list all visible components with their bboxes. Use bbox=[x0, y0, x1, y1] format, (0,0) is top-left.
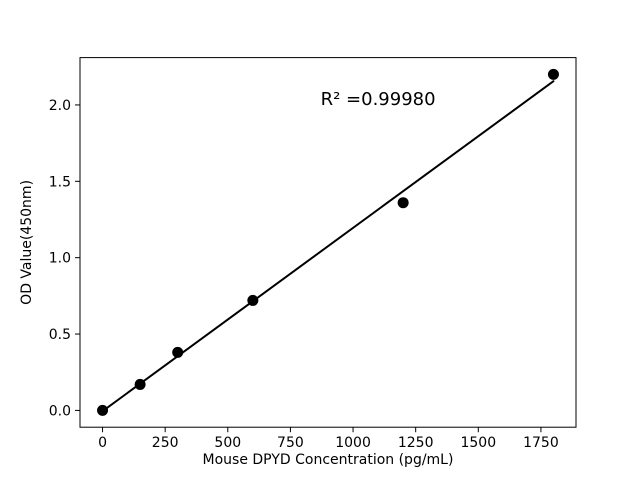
x-tick-label: 1000 bbox=[335, 435, 371, 451]
x-tick-label: 1500 bbox=[460, 435, 496, 451]
x-axis-label: Mouse DPYD Concentration (pg/mL) bbox=[203, 452, 454, 468]
y-tick-label: 0.0 bbox=[49, 403, 71, 419]
data-point bbox=[97, 404, 109, 416]
y-axis-label: OD Value(450nm) bbox=[19, 180, 35, 305]
data-point bbox=[397, 197, 409, 209]
data-point bbox=[134, 378, 146, 390]
x-tick-label: 0 bbox=[98, 435, 107, 451]
x-tick-label: 500 bbox=[214, 435, 241, 451]
y-tick-label: 1.0 bbox=[49, 251, 71, 267]
data-point bbox=[547, 68, 559, 80]
y-tick-label: 0.5 bbox=[49, 327, 71, 343]
r-squared-annotation: R² =0.99980 bbox=[321, 89, 436, 110]
x-tick-label: 1750 bbox=[523, 435, 559, 451]
axes-frame bbox=[79, 57, 577, 428]
y-tick-label: 2.0 bbox=[49, 98, 71, 114]
x-tick-label: 1250 bbox=[398, 435, 434, 451]
data-point bbox=[247, 294, 259, 306]
x-tick-label: 250 bbox=[152, 435, 179, 451]
y-tick-label: 1.5 bbox=[49, 174, 71, 190]
data-point bbox=[172, 346, 184, 358]
x-tick-label: 750 bbox=[277, 435, 304, 451]
